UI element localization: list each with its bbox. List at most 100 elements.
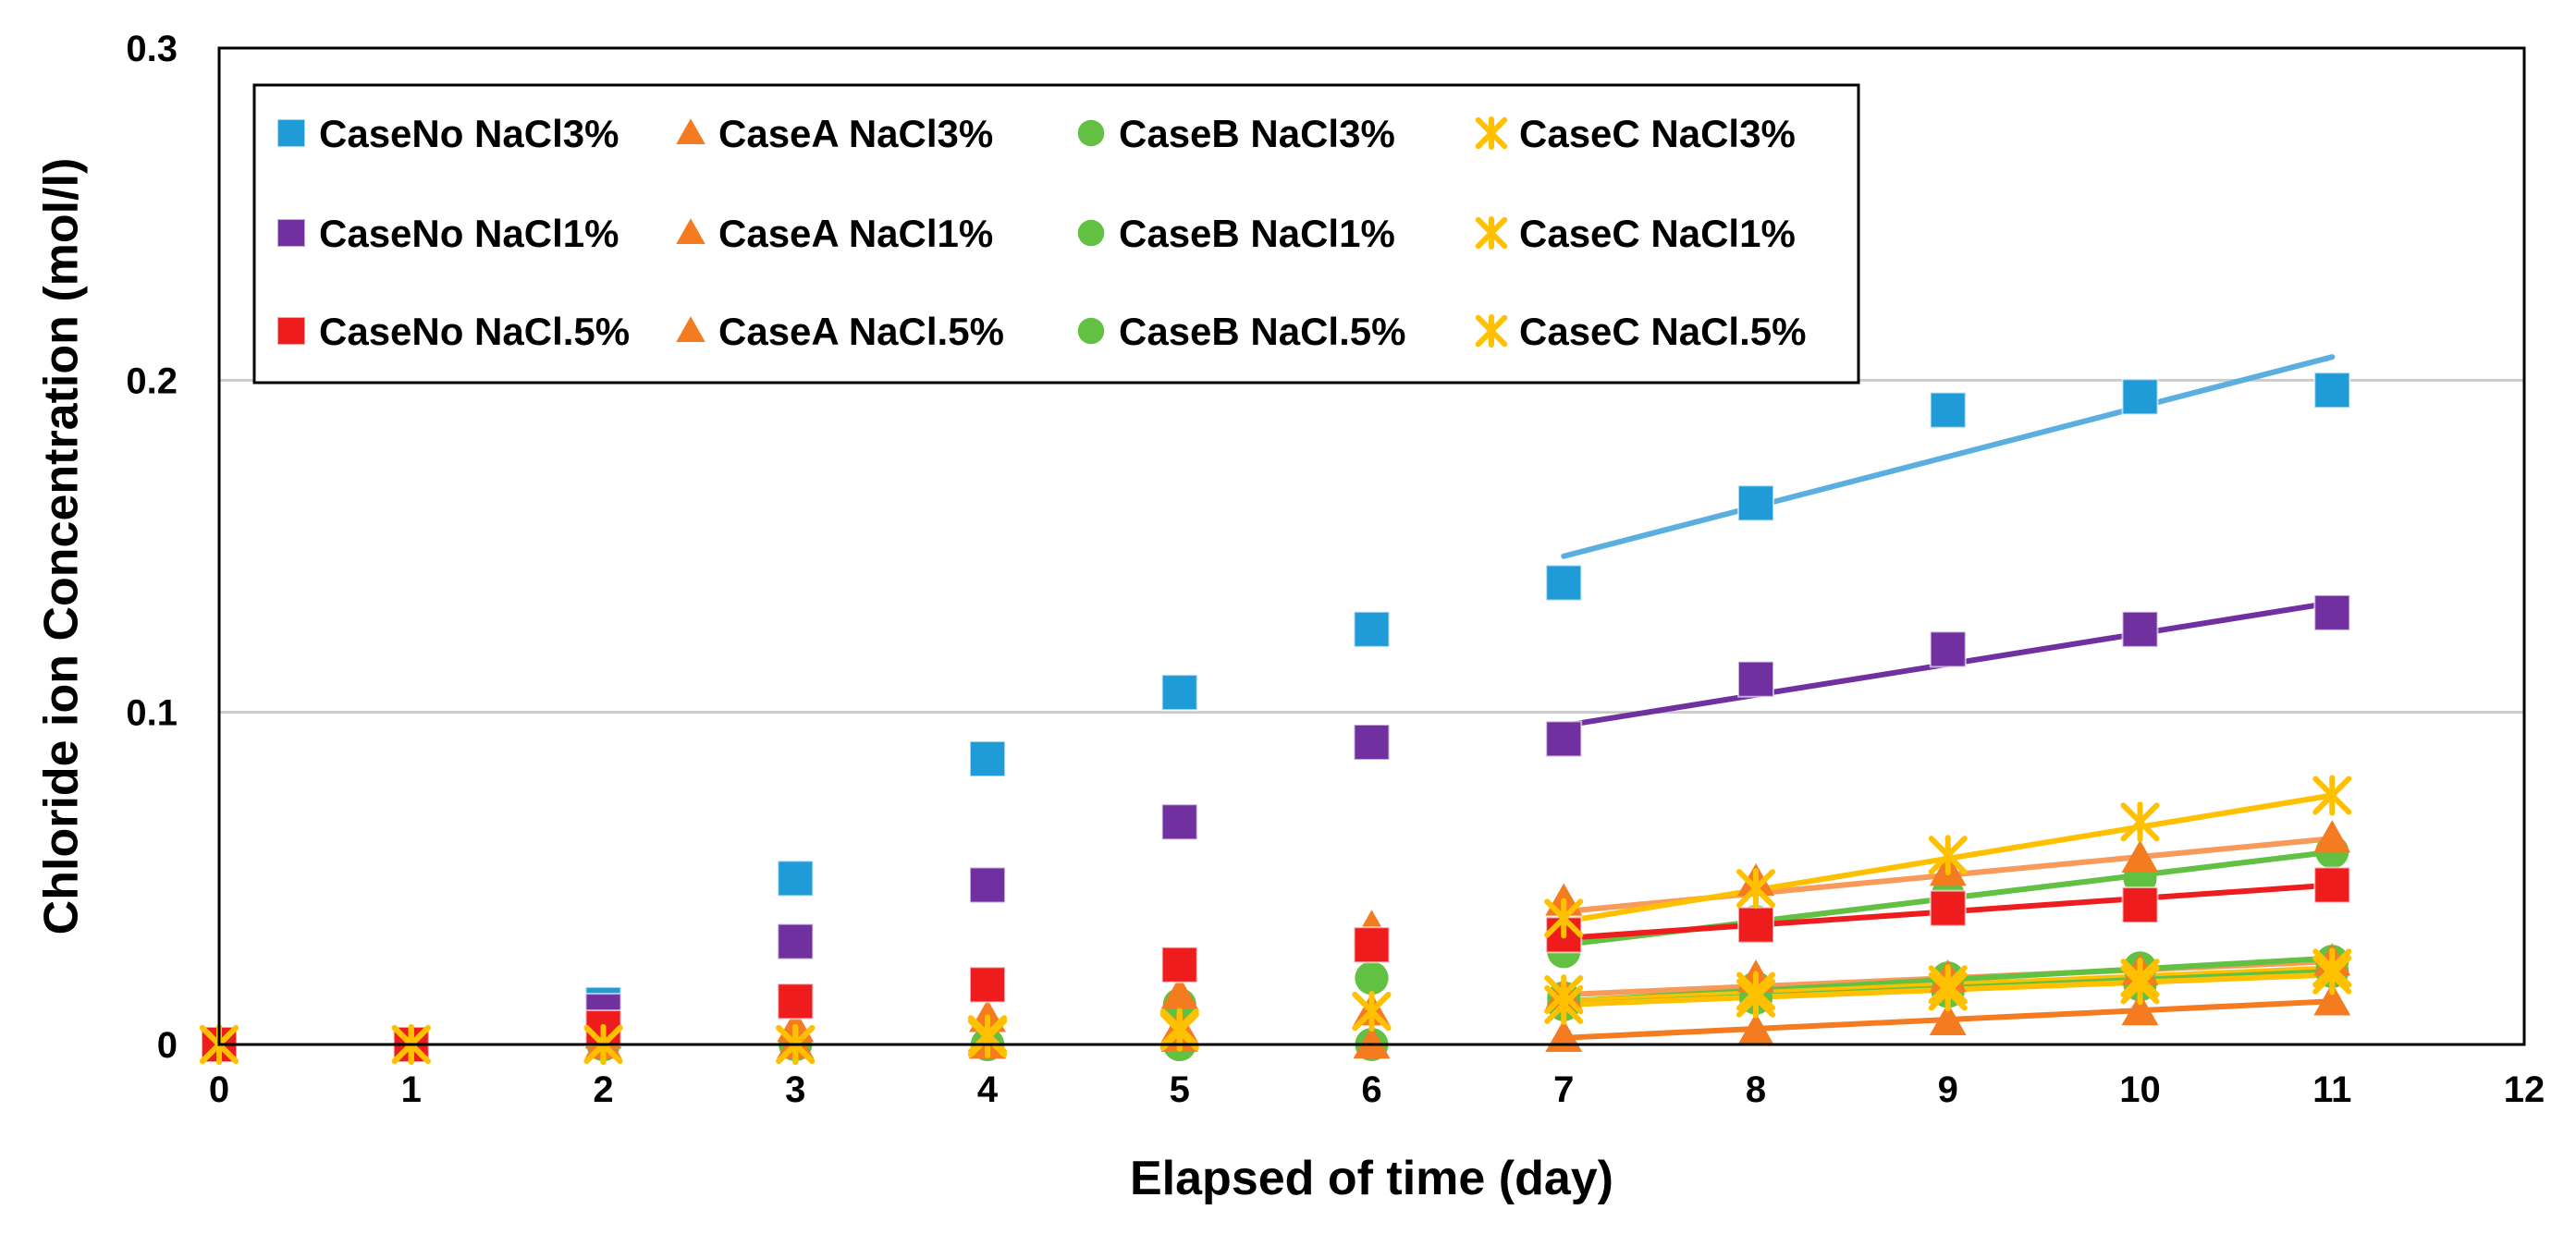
data-point [2313, 372, 2351, 409]
legend-item: CaseB NaCl3% [1077, 112, 1395, 155]
data-point [969, 739, 1006, 777]
legend-label: CaseNo NaCl3% [319, 112, 619, 155]
legend-marker [1077, 317, 1105, 345]
x-tick-label: 4 [977, 1069, 999, 1110]
legend-label: CaseA NaCl3% [718, 112, 993, 155]
legend-marker [676, 218, 705, 244]
legend-label: CaseB NaCl.5% [1119, 310, 1405, 353]
data-point [2313, 866, 2351, 904]
legend-marker [276, 316, 306, 346]
legend-label: CaseNo NaCl1% [319, 212, 619, 255]
data-point [1737, 484, 1774, 522]
legend-marker [276, 118, 306, 148]
legend-marker [1475, 314, 1508, 348]
legend: CaseNo NaCl3% CaseA NaCl3% CaseB NaCl3% Cas… [252, 83, 1860, 385]
data-point [2121, 839, 2159, 873]
data-point [2312, 775, 2352, 816]
data-point [2312, 954, 2352, 996]
legend-item: CaseNo NaCl3% [276, 112, 619, 155]
x-tick-label: 3 [785, 1069, 805, 1110]
data-point [1544, 983, 1584, 1025]
data-point [967, 1017, 1008, 1058]
legend-marker [1077, 219, 1105, 247]
data-point [1353, 610, 1391, 648]
data-point [1929, 630, 1967, 668]
legend-label: CaseNo NaCl.5% [319, 310, 630, 353]
x-tick-label: 9 [1938, 1069, 1958, 1110]
legend-item: CaseC NaCl3% [1475, 112, 1796, 155]
data-point [1353, 926, 1391, 964]
legend-marker [1475, 116, 1508, 150]
x-tick-label: 1 [401, 1069, 422, 1110]
data-point [1352, 991, 1392, 1032]
y-tick-label: 0 [157, 1025, 178, 1066]
y-tick-label: 0.2 [126, 360, 178, 401]
data-point [1929, 889, 1967, 927]
y-tick-labels: 0 0.1 0.2 0.3 [126, 29, 178, 1066]
legend-label: CaseC NaCl3% [1519, 112, 1796, 155]
data-point [1160, 803, 1198, 841]
legend-item: CaseA NaCl1% [676, 212, 993, 255]
legend-box [252, 83, 1860, 385]
data-point [969, 866, 1006, 904]
data-point [1545, 720, 1583, 758]
legend-marker [1077, 119, 1105, 147]
x-tick-label: 5 [1170, 1069, 1190, 1110]
legend-label: CaseC NaCl1% [1519, 212, 1796, 255]
legend-marker [276, 218, 306, 248]
data-point [1160, 976, 1198, 1009]
data-point [1736, 977, 1776, 1019]
legend-label: CaseC NaCl.5% [1519, 310, 1806, 353]
x-tick-label: 6 [1361, 1069, 1381, 1110]
data-point [1353, 724, 1391, 762]
data-point [1544, 898, 1584, 939]
legend-label: CaseA NaCl.5% [718, 310, 1004, 353]
x-tick-label: 10 [2119, 1069, 2161, 1110]
data-point [1929, 1002, 1967, 1036]
data-point [2121, 610, 2159, 648]
x-tick-label: 8 [1746, 1069, 1766, 1110]
legend-item: CaseA NaCl.5% [676, 310, 1004, 353]
legend-item: CaseB NaCl1% [1077, 212, 1395, 255]
data-point [777, 983, 815, 1020]
legend-item: CaseA NaCl3% [676, 112, 993, 155]
data-point [1545, 564, 1583, 602]
data-point [2121, 993, 2159, 1026]
x-tick-label: 7 [1553, 1069, 1574, 1110]
data-point [777, 922, 815, 960]
legend-label: CaseA NaCl1% [718, 212, 993, 255]
data-point [1159, 1010, 1199, 1052]
y-axis-title: Chloride ion Concentration (mol/l) [35, 158, 89, 935]
x-tick-label: 2 [593, 1069, 613, 1110]
data-point [1928, 835, 1968, 876]
data-point [1737, 1012, 1774, 1045]
data-point [1928, 971, 1968, 1012]
legend-marker [676, 316, 705, 342]
legend-item: CaseB NaCl.5% [1077, 310, 1405, 353]
legend-label: CaseB NaCl1% [1119, 212, 1395, 255]
legend-label: CaseB NaCl3% [1119, 112, 1395, 155]
data-point [1160, 946, 1198, 983]
legend-marker [676, 118, 705, 144]
data-point [777, 860, 815, 898]
data-point [2313, 983, 2351, 1016]
data-point [2120, 801, 2160, 843]
data-point [2120, 964, 2160, 1006]
legend-marker [1475, 216, 1508, 250]
data-point [1353, 1026, 1391, 1059]
data-point [1737, 660, 1774, 698]
data-markers [199, 372, 2352, 1065]
x-tick-label: 0 [209, 1069, 229, 1110]
data-point [2313, 820, 2351, 853]
legend-item: CaseNo NaCl1% [276, 212, 619, 255]
plot-area-frame [217, 46, 2526, 1046]
legend-item: CaseC NaCl1% [1475, 212, 1796, 255]
y-tick-label: 0.3 [126, 29, 178, 69]
x-tick-label: 12 [2504, 1069, 2545, 1110]
data-point [2121, 886, 2159, 924]
data-point [1736, 868, 1776, 910]
data-point [1737, 906, 1774, 944]
legend-item: CaseC NaCl.5% [1475, 310, 1806, 353]
x-tick-labels: 0 1 2 3 4 5 6 7 8 9 10 11 12 [209, 1069, 2545, 1110]
